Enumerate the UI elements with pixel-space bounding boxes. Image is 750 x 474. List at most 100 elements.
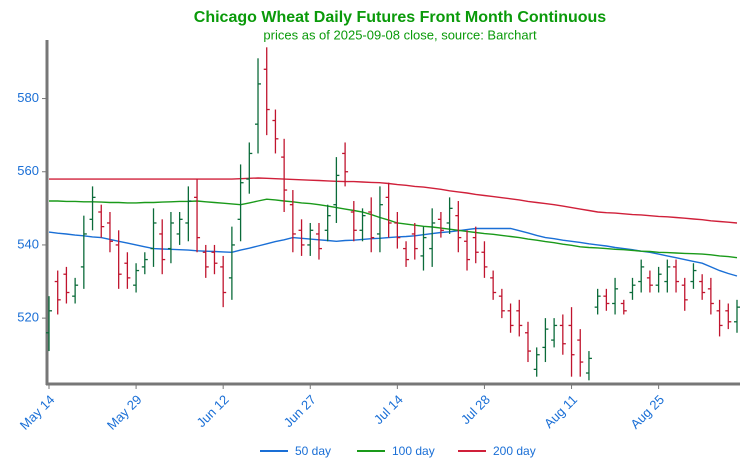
ohlc-bar — [307, 222, 314, 256]
ohlc-bar — [133, 263, 140, 293]
ohlc-bar — [333, 157, 340, 223]
ohlc-bar — [585, 351, 592, 381]
ohlc-bar — [54, 270, 61, 315]
ohlc-bar — [524, 321, 531, 363]
ohlc-bar — [559, 314, 566, 355]
ohlc-bar — [167, 212, 174, 264]
ohlc-bar — [542, 318, 549, 363]
ohlc-bar — [646, 270, 653, 293]
ohlc-bar — [350, 201, 357, 242]
ohlc-bar — [707, 277, 714, 315]
y-tick-label: 580 — [17, 90, 39, 105]
ohlc-bar — [324, 204, 331, 242]
x-tick-label: May 29 — [104, 392, 145, 433]
ohlc-bar — [237, 164, 244, 242]
y-tick-label: 540 — [17, 236, 39, 251]
ohlc-bar — [629, 277, 636, 300]
legend-label: 100 day — [392, 444, 435, 458]
x-tick-label: Jun 27 — [281, 392, 319, 430]
ohlc-bar — [716, 299, 723, 337]
ohlc-bar — [289, 190, 296, 253]
ma-line — [49, 177, 738, 224]
ma-line — [48, 227, 738, 277]
ohlc-bar — [446, 197, 453, 234]
ohlc-bar — [437, 212, 444, 238]
ohlc-bar — [673, 259, 680, 293]
x-tick-label: Aug 11 — [541, 392, 580, 431]
ohlc-bar — [342, 142, 349, 187]
ohlc-bar — [98, 204, 105, 238]
ohlc-bar — [725, 303, 732, 330]
ohlc-bar — [272, 109, 279, 154]
ohlc-bar — [281, 138, 288, 212]
ohlc-bar — [194, 179, 201, 253]
ohlc-bar — [681, 277, 688, 311]
x-tick-label: Jun 12 — [194, 392, 232, 430]
chart-subtitle: prices as of 2025-09-08 close, source: B… — [263, 27, 537, 42]
ohlc-bar — [359, 208, 366, 242]
ohlc-bar — [115, 230, 122, 289]
ohlc-bar — [551, 318, 558, 348]
ohlc-bar — [638, 259, 645, 293]
ohlc-bar — [202, 244, 209, 278]
ohlc-bar — [106, 212, 113, 253]
x-tick-label: Jul 14 — [371, 392, 406, 427]
ohlc-bar — [298, 219, 305, 256]
ohlc-bar — [159, 219, 166, 275]
ohlc-bar — [490, 270, 497, 300]
ohlc-bar — [429, 208, 436, 267]
ohlc-bar — [612, 277, 619, 315]
ohlc-bar — [89, 186, 96, 231]
ohlc-bar — [420, 226, 427, 271]
ohlc-bar — [124, 252, 131, 289]
ohlc-bar — [315, 222, 322, 260]
ohlc-bar — [246, 142, 253, 194]
ohlc-bar — [533, 347, 540, 377]
ohlc-bar — [498, 288, 505, 319]
ohlc-bar — [507, 303, 514, 333]
ohlc-bar — [472, 226, 479, 264]
x-tick-label: Jul 28 — [458, 392, 493, 427]
ohlc-bar — [376, 186, 383, 253]
ohlc-bar — [664, 259, 671, 293]
ohlc-bar — [603, 288, 610, 311]
ohlc-bar — [690, 263, 697, 289]
x-tick-label: Aug 25 — [627, 392, 667, 432]
ohlc-bar — [620, 299, 627, 315]
ohlc-bar — [220, 255, 227, 308]
ohlc-bar — [699, 274, 706, 300]
ohlc-bar — [46, 296, 52, 352]
ohlc-bar — [516, 299, 523, 337]
ohlc-bar — [63, 266, 70, 304]
x-tick-label: May 14 — [17, 392, 58, 433]
ohlc-bar — [734, 299, 740, 333]
ohlc-bar — [481, 241, 488, 278]
chart-title: Chicago Wheat Daily Futures Front Month … — [194, 9, 607, 26]
ohlc-bar — [176, 212, 183, 245]
ohlc-bar — [72, 277, 79, 304]
ohlc-bar — [568, 307, 575, 377]
ohlc-bar — [455, 201, 462, 253]
y-tick-label: 520 — [17, 310, 39, 325]
ohlc-bar — [80, 215, 87, 289]
ohlc-bar — [655, 266, 662, 293]
ohlc-bar — [464, 230, 471, 271]
ohlc-bar — [385, 182, 392, 238]
ohlc-bar — [141, 252, 148, 275]
ohlc-bar — [411, 222, 418, 260]
ohlc-bar — [150, 208, 157, 267]
y-tick-label: 560 — [17, 163, 39, 178]
ohlc-bar — [255, 58, 262, 154]
ma-line — [49, 198, 738, 259]
ohlc-bar — [368, 197, 375, 253]
ohlc-bar — [403, 241, 410, 267]
ohlc-bar — [594, 288, 601, 315]
ohlc-bar — [577, 329, 584, 377]
legend-label: 200 day — [493, 444, 536, 458]
ohlc-bar — [263, 47, 270, 136]
ohlc-bar — [185, 186, 192, 242]
legend-label: 50 day — [295, 444, 331, 458]
ohlc-bar — [211, 244, 218, 275]
ohlc-bar — [228, 226, 235, 300]
